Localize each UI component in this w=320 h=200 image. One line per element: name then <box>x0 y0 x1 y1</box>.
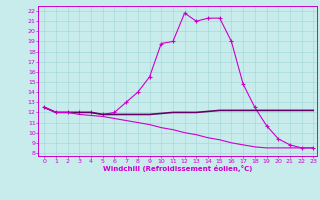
X-axis label: Windchill (Refroidissement éolien,°C): Windchill (Refroidissement éolien,°C) <box>103 165 252 172</box>
